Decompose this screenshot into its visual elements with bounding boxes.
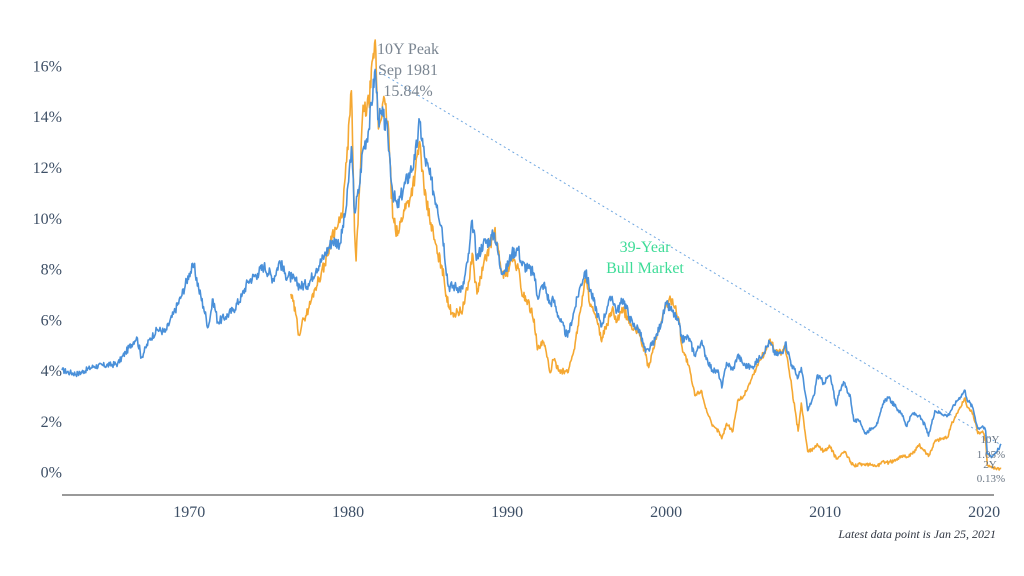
x-tick-label: 1990 — [491, 504, 523, 521]
y-tick-label: 14% — [33, 109, 62, 126]
y-tick-label: 10% — [33, 211, 62, 228]
latest-data-footnote: Latest data point is Jan 25, 2021 — [838, 527, 996, 541]
y-tick-label: 4% — [41, 363, 62, 380]
chart-annotations: 10Y Peak Sep 1981 15.84% 39-Year Bull Market… — [377, 41, 1005, 485]
y-tick-label: 6% — [41, 312, 62, 329]
x-tick-label: 2020 — [968, 504, 1000, 521]
y-tick-label: 8% — [41, 262, 62, 279]
peak-annotation-line: 15.84% — [383, 83, 432, 100]
y-tick-label: 0% — [41, 465, 62, 482]
x-tick-label: 1970 — [173, 504, 205, 521]
y-tick-label: 12% — [33, 160, 62, 177]
bull-market-annotation-line: 39-Year — [620, 239, 671, 256]
y-tick-label: 16% — [33, 58, 62, 75]
end-label-2y-value: 0.13% — [977, 473, 1005, 485]
peak-annotation-line: Sep 1981 — [378, 62, 438, 79]
chart-axes: 1970 1980 1990 2000 2010 2020 0% 2% 4% 6% 8% 10% 12%… — [33, 58, 1000, 521]
bull-market-annotation-line: Bull Market — [606, 260, 684, 277]
x-tick-label: 2010 — [809, 504, 841, 521]
end-label-2y-name: 2Y — [983, 459, 997, 471]
y-tick-label: 2% — [41, 414, 62, 431]
end-label-10y-value: 1.05% — [977, 449, 1005, 461]
x-tick-label: 1980 — [332, 504, 364, 521]
chart-series — [61, 39, 1002, 471]
series-line-10y — [61, 68, 1002, 459]
peak-annotation-line: 10Y Peak — [377, 41, 439, 58]
x-tick-label: 2000 — [650, 504, 682, 521]
series-line-2y — [290, 39, 1002, 471]
end-label-10y-name: 10Y — [981, 434, 1000, 446]
trendline — [374, 69, 1002, 446]
